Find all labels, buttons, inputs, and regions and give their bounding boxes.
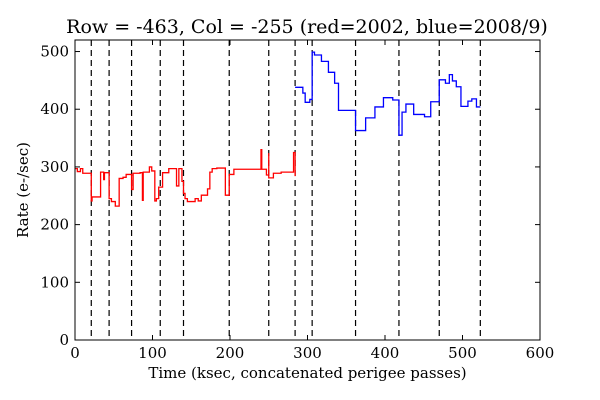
series-line <box>75 148 296 207</box>
y-tick-label: 500 <box>40 43 69 61</box>
x-tick-label: 600 <box>526 344 555 362</box>
y-axis-ticks: 0 100 200 300 400 500 <box>40 43 540 349</box>
x-axis-label: Time (ksec, concatenated perigee passes) <box>148 364 466 382</box>
x-tick-label: 100 <box>138 344 167 362</box>
x-tick-label: 200 <box>216 344 245 362</box>
chart-title: Row = -463, Col = -255 (red=2002, blue=2… <box>66 16 548 38</box>
series-line <box>295 51 481 136</box>
x-tick-label: 400 <box>371 344 400 362</box>
y-tick-label: 200 <box>40 216 69 234</box>
pass-boundary-lines <box>90 40 481 340</box>
x-tick-label: 300 <box>293 344 322 362</box>
y-axis-label: Rate (e-/sec) <box>14 142 32 238</box>
y-tick-label: 0 <box>59 331 69 349</box>
plot-area <box>74 39 541 341</box>
x-tick-label: 500 <box>448 344 477 362</box>
y-tick-label: 300 <box>40 158 69 176</box>
series-layer <box>75 51 481 207</box>
x-axis-ticks: 0 100 200 300 400 500 600 <box>70 40 554 362</box>
x-tick-label: 0 <box>70 344 80 362</box>
y-tick-label: 100 <box>40 273 69 291</box>
y-tick-label: 400 <box>40 100 69 118</box>
